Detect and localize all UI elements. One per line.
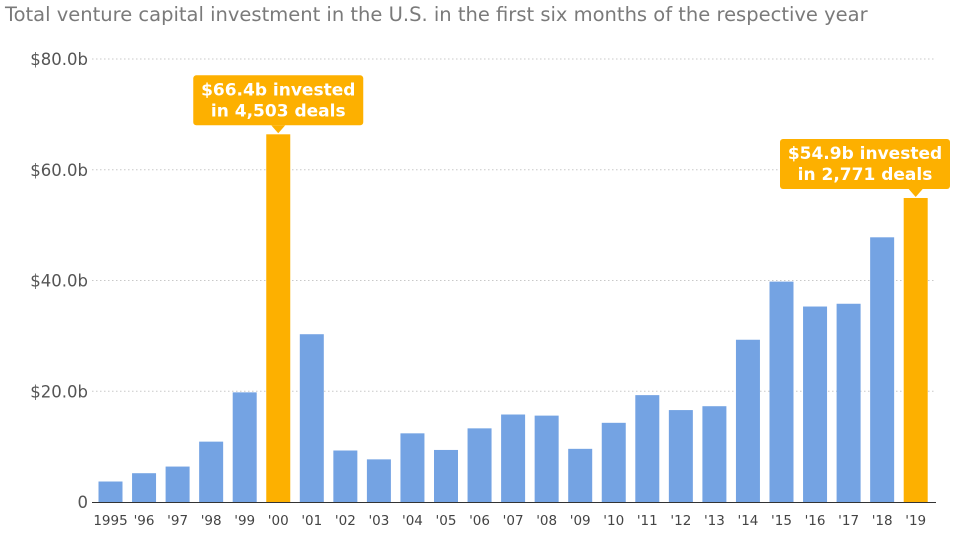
x-tick-label: '01 bbox=[301, 513, 322, 529]
x-tick-label: '13 bbox=[704, 513, 725, 529]
x-tick-label: '07 bbox=[503, 513, 524, 529]
x-tick-label: '99 bbox=[234, 513, 255, 529]
bar bbox=[635, 395, 660, 502]
callout-text: in 2,771 deals bbox=[798, 165, 933, 185]
bar bbox=[366, 459, 391, 502]
y-tick-label: $80.0b bbox=[30, 50, 88, 69]
bar bbox=[601, 422, 626, 502]
callout-pointer bbox=[271, 125, 286, 134]
y-tick-label: $60.0b bbox=[30, 161, 88, 180]
bar bbox=[165, 466, 190, 502]
bar bbox=[400, 433, 425, 502]
bar bbox=[836, 303, 861, 502]
bar bbox=[769, 281, 794, 502]
x-tick-label: '12 bbox=[670, 513, 691, 529]
x-tick-label: '97 bbox=[167, 513, 188, 529]
bar bbox=[903, 197, 928, 502]
bar bbox=[501, 414, 526, 502]
bar bbox=[803, 306, 828, 502]
y-tick-label: 0 bbox=[78, 493, 89, 512]
callout-box bbox=[193, 75, 364, 126]
x-tick-label: '06 bbox=[469, 513, 490, 529]
x-tick-label: '18 bbox=[872, 513, 893, 529]
x-tick-label: '02 bbox=[335, 513, 356, 529]
bar bbox=[299, 334, 324, 502]
bar bbox=[735, 339, 760, 502]
bar bbox=[702, 406, 727, 502]
x-tick-label: '11 bbox=[637, 513, 658, 529]
bar bbox=[668, 410, 693, 502]
y-tick-label: $40.0b bbox=[30, 272, 88, 291]
x-tick-label: '00 bbox=[268, 513, 289, 529]
x-tick-label: '09 bbox=[570, 513, 591, 529]
callout-pointer bbox=[908, 188, 923, 197]
x-tick-label: '10 bbox=[603, 513, 624, 529]
x-tick-label: '19 bbox=[905, 513, 926, 529]
x-tick-label: '03 bbox=[368, 513, 389, 529]
callout-text: in 4,503 deals bbox=[211, 101, 346, 121]
callout-text: $66.4b invested bbox=[201, 80, 355, 100]
bar bbox=[98, 481, 123, 502]
bar bbox=[568, 448, 593, 502]
x-tick-label: '14 bbox=[738, 513, 759, 529]
bar bbox=[870, 237, 895, 502]
bar bbox=[333, 450, 358, 502]
x-tick-label: '04 bbox=[402, 513, 423, 529]
callout-box bbox=[780, 138, 950, 189]
bar bbox=[132, 473, 157, 502]
bar bbox=[467, 428, 492, 502]
bar bbox=[232, 392, 257, 502]
x-tick-label: '08 bbox=[536, 513, 557, 529]
y-tick-label: $20.0b bbox=[30, 382, 88, 401]
callout-text: $54.9b invested bbox=[788, 144, 942, 164]
x-tick-label: '98 bbox=[201, 513, 222, 529]
x-tick-label: '96 bbox=[134, 513, 155, 529]
bar bbox=[199, 441, 224, 502]
x-tick-label: '17 bbox=[838, 513, 859, 529]
bar bbox=[434, 449, 458, 502]
bar bbox=[266, 134, 291, 502]
bar bbox=[534, 415, 559, 502]
x-tick-label: '16 bbox=[805, 513, 826, 529]
chart-subtitle: Total venture capital investment in the … bbox=[5, 3, 868, 26]
x-tick-label: '15 bbox=[771, 513, 792, 529]
x-tick-label: 1995 bbox=[93, 513, 127, 529]
x-tick-label: '05 bbox=[436, 513, 457, 529]
